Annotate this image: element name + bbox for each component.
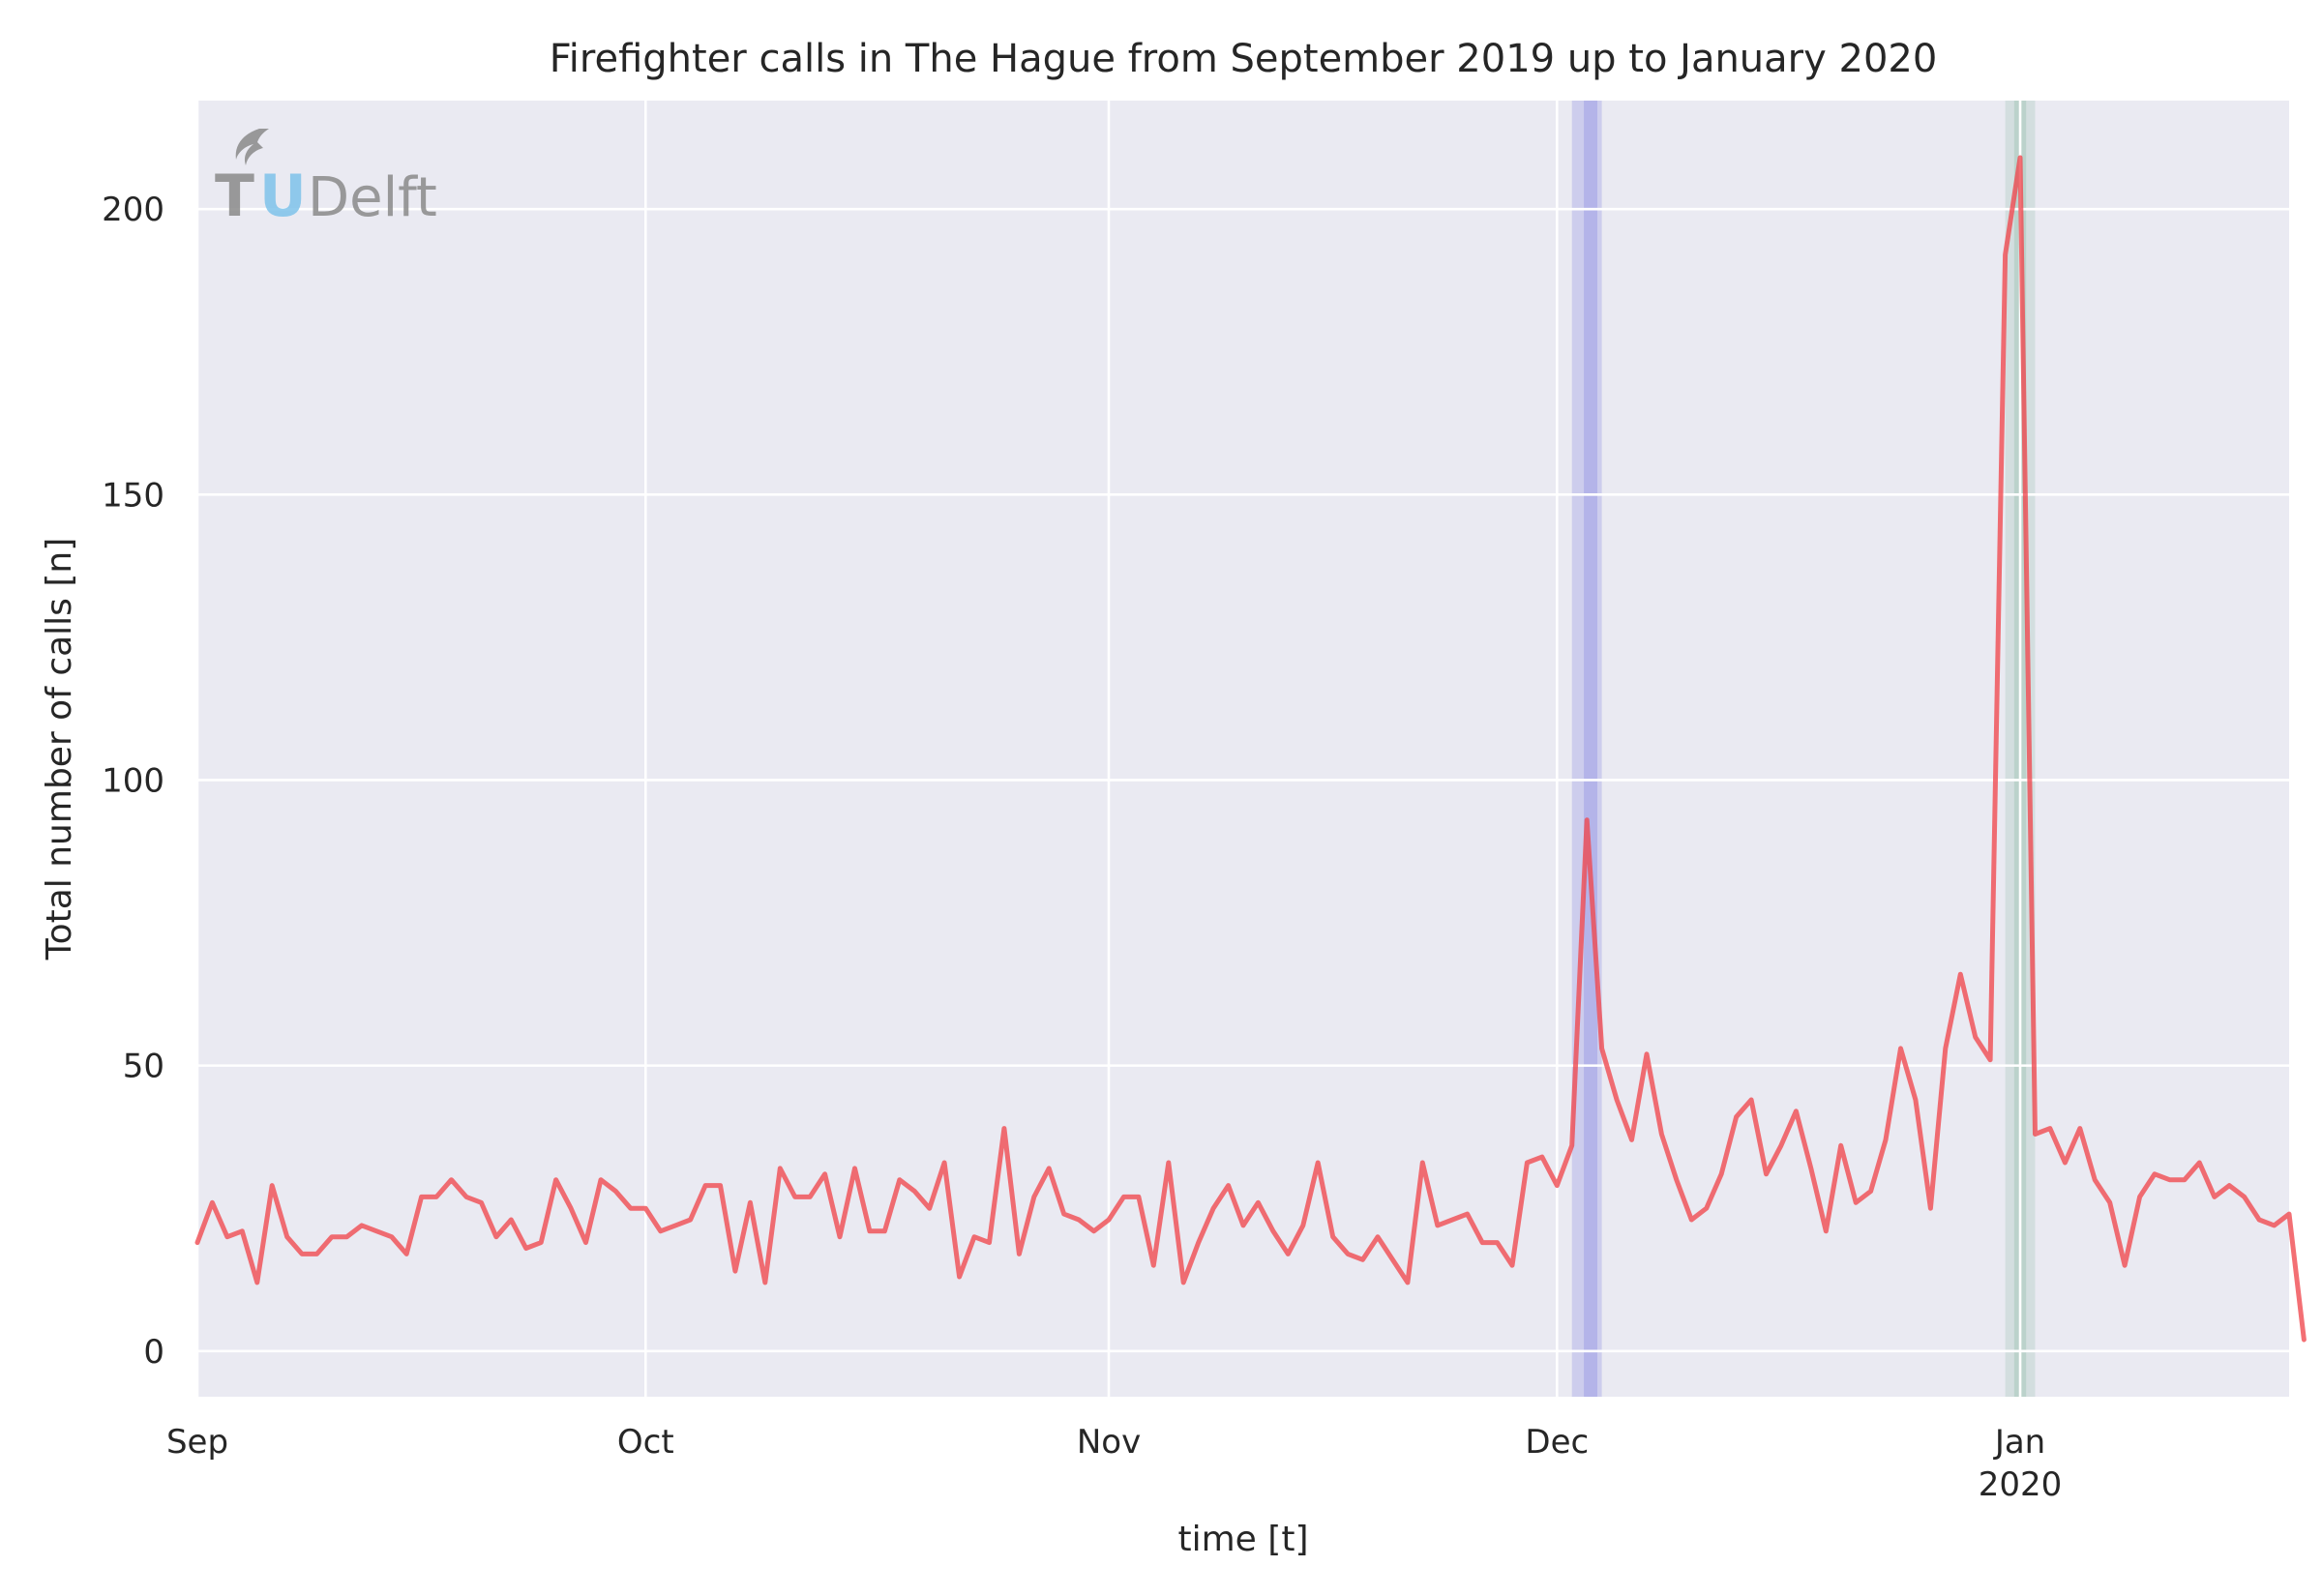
chart-title: Firefighter calls in The Hague from Sept… <box>550 37 1938 81</box>
y-axis-label: Total number of calls [n] <box>40 538 79 961</box>
flame-icon <box>235 129 269 165</box>
plot-background <box>197 101 2289 1397</box>
y-tick-label-200: 200 <box>102 191 164 229</box>
logo-letter-u: U <box>259 163 307 230</box>
y-tick-label-100: 100 <box>102 761 164 800</box>
y-tick-labels: 0 50 100 150 200 <box>102 191 164 1372</box>
x-tick-label-jan: Jan <box>1993 1423 2045 1462</box>
series-layer <box>194 155 2307 1343</box>
x-tick-label-dec: Dec <box>1525 1423 1589 1462</box>
grid-lines <box>195 101 2289 1397</box>
y-tick-label-0: 0 <box>143 1333 164 1372</box>
x-tick-label-sep: Sep <box>166 1423 228 1462</box>
logo-delft: Delft <box>308 166 437 229</box>
x-tick-label-nov: Nov <box>1077 1423 1141 1462</box>
x-tick-sublabel-2020: 2020 <box>1979 1465 2063 1504</box>
highlight-span-1 <box>1584 101 1597 1397</box>
highlight-span-0 <box>1571 101 1602 1397</box>
logo-letter-t: T <box>215 163 254 230</box>
y-tick-label-150: 150 <box>102 476 164 515</box>
x-axis-label: time [t] <box>1178 1520 1309 1559</box>
y-tick-label-50: 50 <box>123 1048 164 1086</box>
x-tick-label-oct: Oct <box>617 1423 674 1462</box>
tudelft-logo: T U Delft <box>215 129 437 230</box>
series-line-0 <box>194 155 2307 1343</box>
